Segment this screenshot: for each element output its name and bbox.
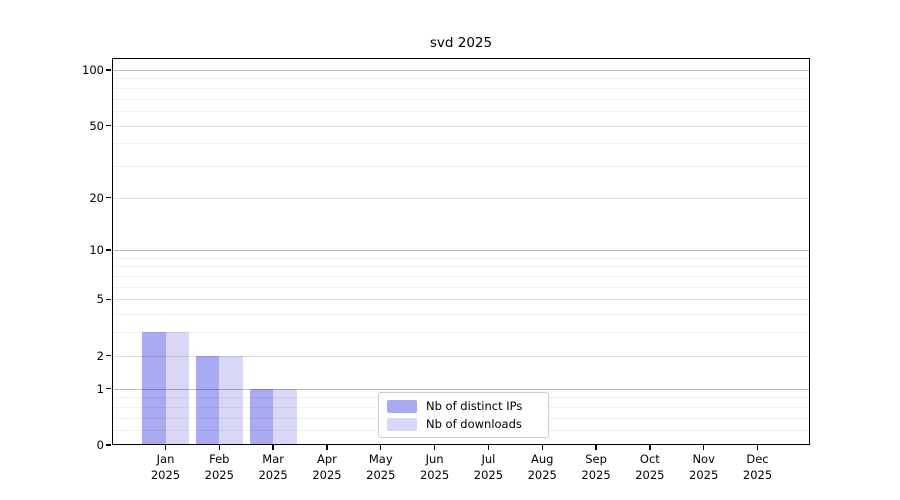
x-tick-label-nov: Nov 2025 bbox=[689, 452, 719, 482]
x-tick-label-dec: Dec 2025 bbox=[742, 452, 773, 482]
bar-distinct-ips-feb bbox=[195, 355, 220, 445]
y-tick-label-0: 0 bbox=[96, 438, 104, 452]
gridline-y-5 bbox=[113, 299, 809, 301]
bar-distinct-ips-jan bbox=[142, 332, 166, 445]
gridline-y-8 bbox=[113, 266, 809, 268]
x-tick-label-may: May 2025 bbox=[366, 452, 396, 482]
legend-swatch-downloads bbox=[387, 417, 417, 431]
gridline-y-90 bbox=[113, 78, 809, 80]
bar-distinct-ips-mar bbox=[249, 388, 274, 445]
x-tick-label-jan: Jan 2025 bbox=[150, 452, 181, 482]
y-tick-label-5: 5 bbox=[96, 292, 104, 307]
x-tick-jul bbox=[487, 445, 490, 450]
legend-label-downloads: Nb of downloads bbox=[426, 416, 522, 431]
gridline-y-9 bbox=[113, 257, 809, 259]
x-tick-jun bbox=[433, 445, 436, 450]
y-tick-20 bbox=[106, 196, 111, 199]
x-tick-apr bbox=[326, 445, 328, 450]
x-tick-nov bbox=[703, 445, 705, 450]
y-tick-label-10: 10 bbox=[89, 243, 104, 258]
x-tick-label-mar: Mar 2025 bbox=[258, 452, 288, 482]
y-tick-label-20: 20 bbox=[89, 190, 104, 205]
gridline-y-30 bbox=[113, 165, 809, 167]
gridline-y-60 bbox=[113, 110, 809, 112]
y-tick-label-100: 100 bbox=[82, 63, 104, 77]
x-tick-aug bbox=[541, 445, 543, 450]
x-tick-may bbox=[380, 445, 382, 450]
x-tick-label-oct: Oct 2025 bbox=[635, 452, 665, 482]
x-tick-sep bbox=[595, 445, 597, 450]
y-tick-label-50: 50 bbox=[89, 118, 104, 133]
x-tick-oct bbox=[649, 445, 651, 450]
legend-swatch-distinct-ips bbox=[387, 399, 417, 413]
y-tick-label-2: 2 bbox=[96, 348, 104, 363]
legend-item-distinct-ips: Nb of distinct IPs bbox=[387, 399, 540, 414]
y-tick-5 bbox=[106, 298, 111, 301]
gridline-y-40 bbox=[113, 143, 809, 145]
gridline-y-10 bbox=[113, 250, 809, 252]
x-tick-label-apr: Apr 2025 bbox=[312, 452, 342, 482]
y-tick-2 bbox=[106, 355, 111, 357]
chart-title: svd 2025 bbox=[429, 35, 493, 51]
x-tick-label-aug: Aug 2025 bbox=[527, 452, 557, 482]
gridline-y-50 bbox=[113, 125, 809, 127]
x-tick-label-feb: Feb 2025 bbox=[204, 452, 234, 482]
gridline-y-6 bbox=[113, 286, 809, 288]
x-tick-label-jun: Jun 2025 bbox=[419, 452, 450, 482]
y-tick-label-1: 1 bbox=[96, 381, 104, 396]
legend-item-downloads: Nb of downloads bbox=[387, 417, 540, 432]
gridline-y-4 bbox=[113, 314, 809, 316]
y-tick-100 bbox=[106, 69, 111, 71]
gridline-y-7 bbox=[113, 276, 809, 278]
gridline-y-80 bbox=[113, 87, 809, 89]
bar-downloads-feb bbox=[219, 355, 243, 445]
x-tick-label-sep: Sep 2025 bbox=[581, 452, 611, 482]
gridline-y-3 bbox=[113, 332, 809, 334]
x-tick-mar bbox=[272, 445, 274, 450]
x-tick-label-jul: Jul 2025 bbox=[473, 452, 504, 482]
plot-area bbox=[106, 58, 810, 450]
y-tick-50 bbox=[106, 124, 111, 127]
gridline-y-20 bbox=[113, 197, 809, 199]
y-tick-0 bbox=[106, 444, 111, 446]
x-tick-jan bbox=[164, 445, 167, 450]
y-tick-10 bbox=[106, 249, 111, 251]
legend-label-distinct-ips: Nb of distinct IPs bbox=[426, 398, 523, 413]
bar-downloads-jan bbox=[165, 332, 189, 445]
x-tick-dec bbox=[756, 445, 759, 450]
gridline-y-70 bbox=[113, 98, 809, 100]
gridline-y-100 bbox=[113, 70, 809, 71]
y-tick-1 bbox=[106, 387, 111, 390]
bar-downloads-mar bbox=[273, 388, 297, 445]
x-tick-feb bbox=[218, 445, 220, 450]
legend: Nb of distinct IPs Nb of downloads bbox=[378, 392, 549, 438]
